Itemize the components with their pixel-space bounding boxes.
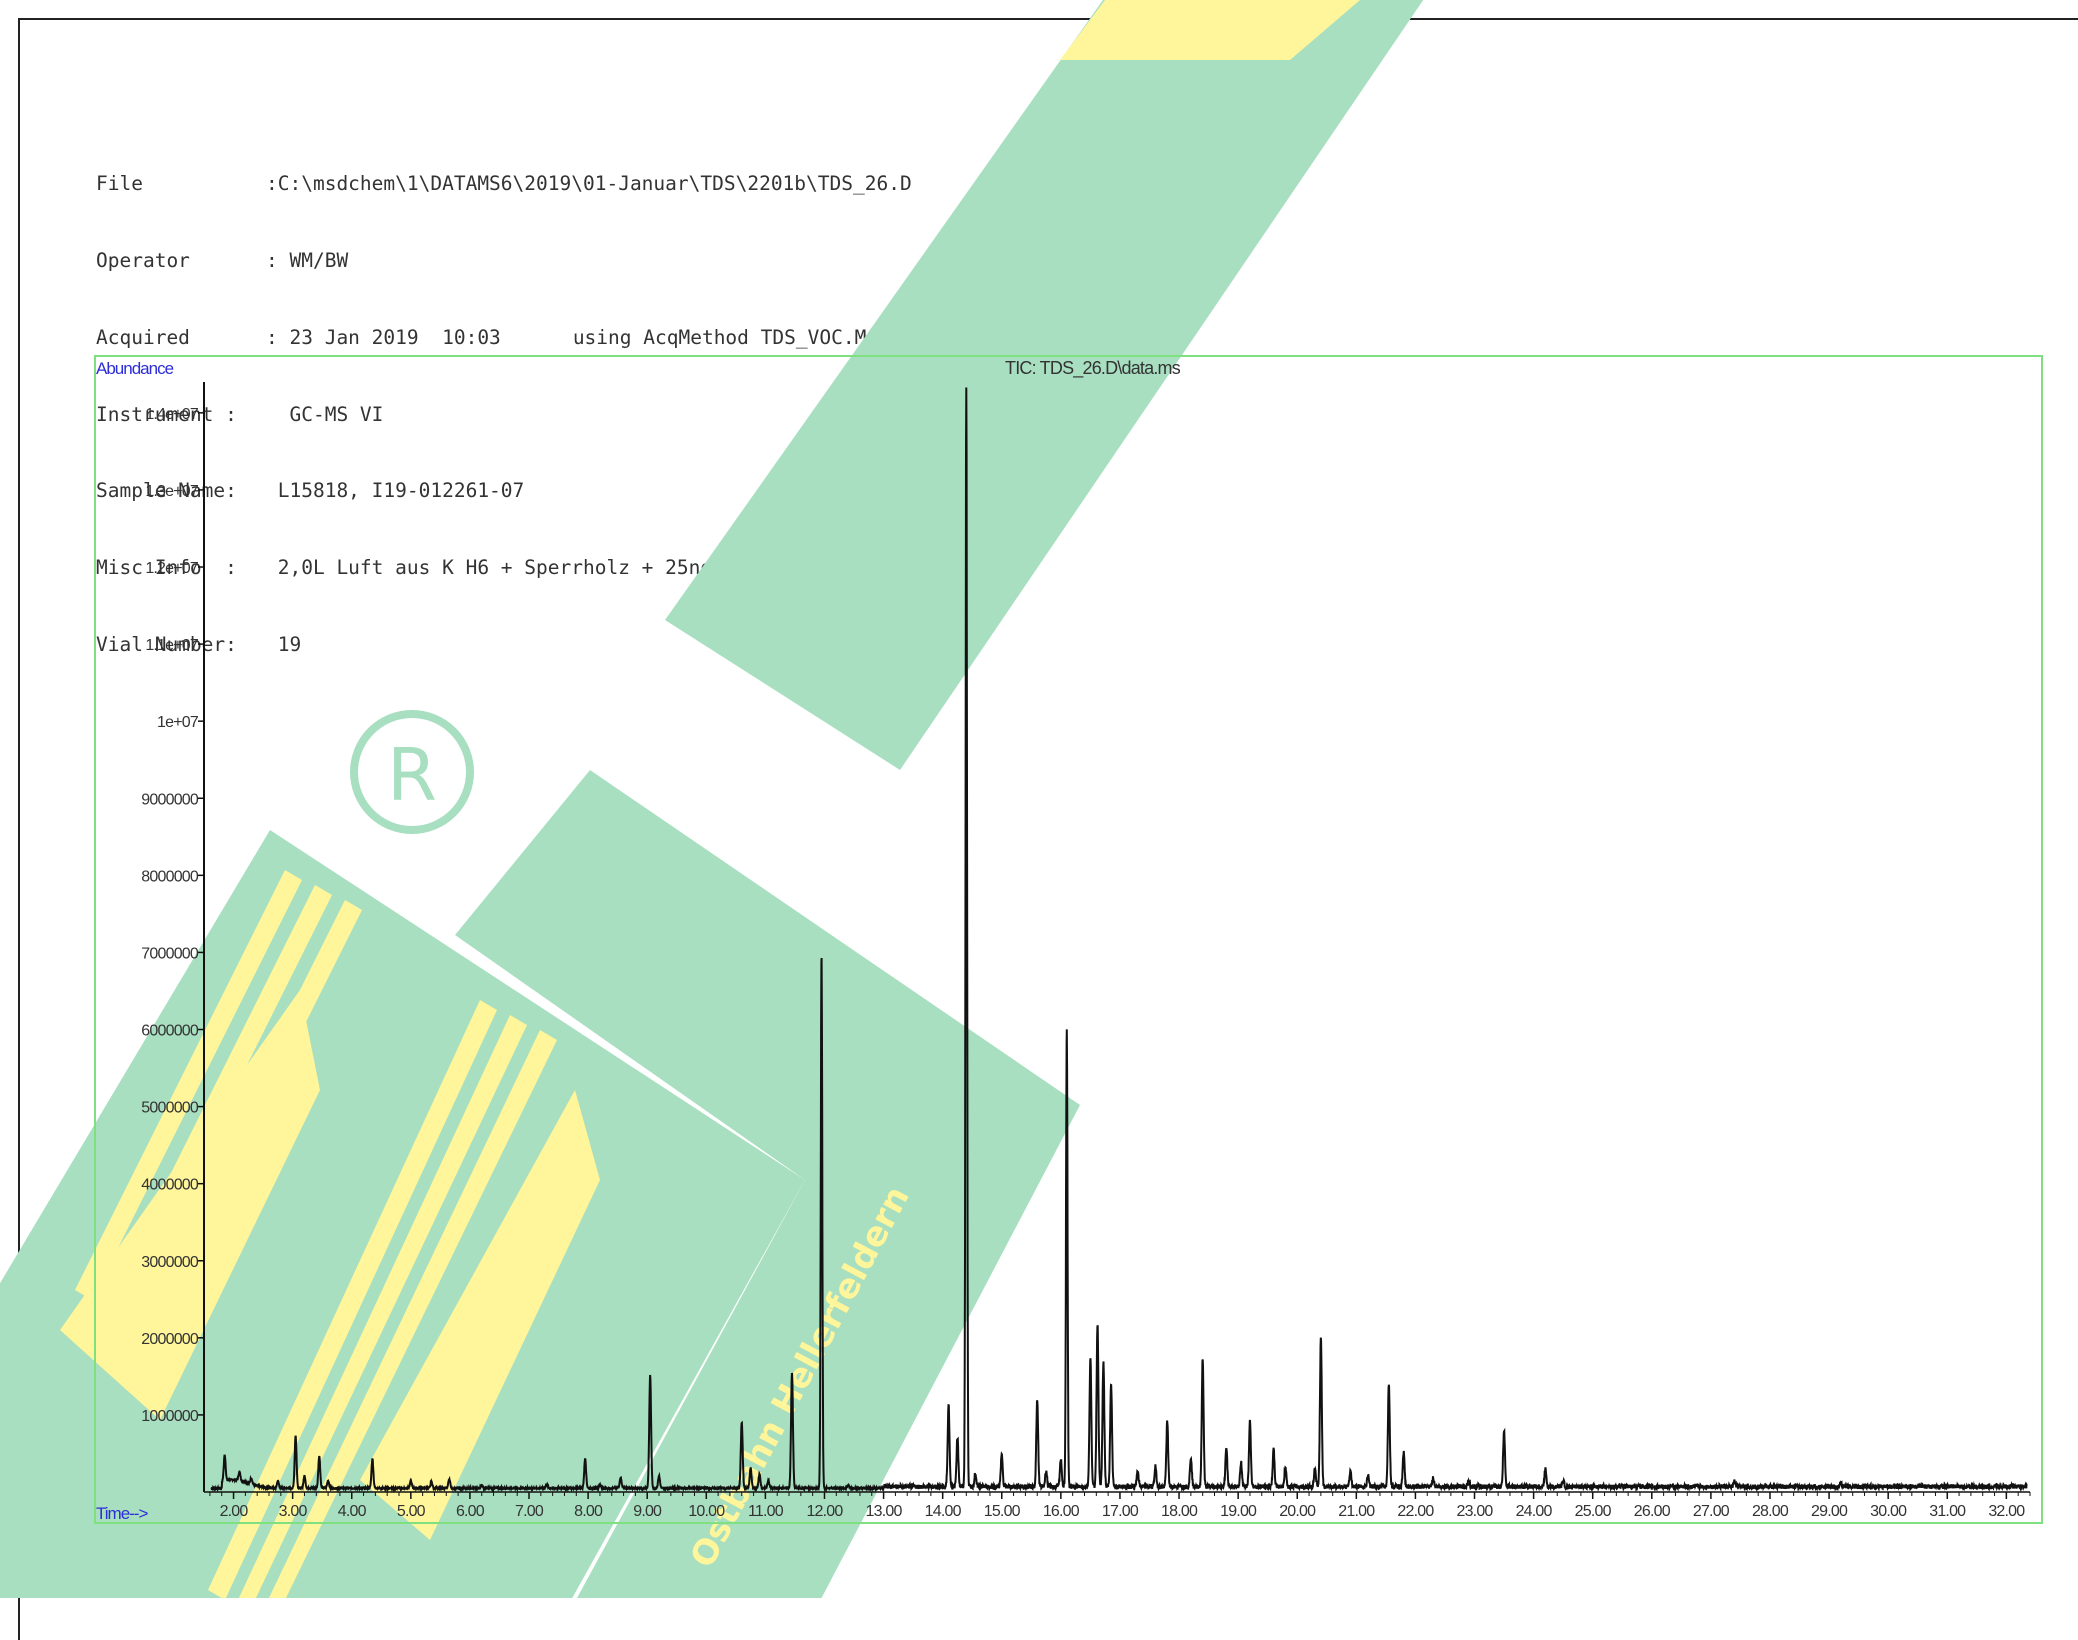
chromatogram-chart: R Ostbahn Hellerfeldern Abundance TIC: T… bbox=[0, 0, 2043, 1598]
x-tick-label: 30.00 bbox=[1870, 1503, 1907, 1520]
y-axis-label: Abundance bbox=[96, 359, 174, 378]
header-row-sample: Sample Name: L15818, I19-012261-07 bbox=[96, 478, 912, 504]
x-tick-label: 22.00 bbox=[1397, 1503, 1434, 1520]
y-tick-label: 7000000 bbox=[141, 945, 199, 962]
plot-frame bbox=[94, 355, 2043, 1524]
watermark-upper-band bbox=[665, 0, 1424, 770]
x-tick-label: 6.00 bbox=[456, 1503, 485, 1520]
instrument-value: GC-MS VI bbox=[266, 402, 384, 426]
sample-value: L15818, I19-012261-07 bbox=[266, 479, 525, 503]
watermark-stripe-2 bbox=[105, 885, 332, 1315]
y-tick-label: 2000000 bbox=[141, 1331, 199, 1348]
x-tick-label: 21.00 bbox=[1338, 1503, 1375, 1520]
x-tick-label: 31.00 bbox=[1929, 1503, 1966, 1520]
x-tick-label: 29.00 bbox=[1811, 1503, 1848, 1520]
x-tick-label: 3.00 bbox=[279, 1503, 308, 1520]
tic-trace-line bbox=[210, 387, 2028, 1493]
watermark-registered-letter: R bbox=[387, 733, 437, 817]
y-tick-label: 6000000 bbox=[141, 1023, 199, 1040]
x-tick-label: 10.00 bbox=[688, 1503, 725, 1520]
misc-label: Misc Info : bbox=[96, 556, 237, 580]
x-tick-label: 2.00 bbox=[220, 1503, 249, 1520]
x-tick-label: 25.00 bbox=[1575, 1503, 1612, 1520]
header-row-vial: Vial Number: 19 bbox=[96, 632, 912, 658]
x-tick-label: 11.00 bbox=[748, 1503, 784, 1520]
x-tick-label: 27.00 bbox=[1693, 1503, 1730, 1520]
x-tick-label: 9.00 bbox=[633, 1503, 662, 1520]
operator-value: : WM/BW bbox=[266, 248, 349, 272]
x-tick-label: 24.00 bbox=[1516, 1503, 1553, 1520]
x-tick-label: 14.00 bbox=[925, 1503, 962, 1520]
x-tick-label: 5.00 bbox=[397, 1503, 426, 1520]
x-axis-label: Time--> bbox=[96, 1504, 148, 1523]
header-row-instrument: Instrument : GC-MS VI bbox=[96, 402, 912, 428]
y-tick-label: 1e+07 bbox=[157, 714, 199, 731]
x-tick-label: 23.00 bbox=[1456, 1503, 1493, 1520]
file-header: File:C:\msdchem\1\DATAMS6\2019\01-Januar… bbox=[96, 120, 912, 683]
watermark-yellow-block-left bbox=[60, 990, 320, 1420]
y-tick-label: 1.2e+07 bbox=[145, 560, 199, 577]
y-tick-label: 1.4e+07 bbox=[145, 406, 199, 423]
watermark: R Ostbahn Hellerfeldern bbox=[0, 0, 1424, 1598]
acquired-label: Acquired bbox=[96, 325, 190, 349]
header-row-operator: Operator : WM/BW bbox=[96, 248, 912, 274]
y-tick-label: 3000000 bbox=[141, 1254, 199, 1271]
x-tick-label: 18.00 bbox=[1161, 1503, 1198, 1520]
x-tick-label: 32.00 bbox=[1988, 1503, 2025, 1520]
x-tick-label: 28.00 bbox=[1752, 1503, 1789, 1520]
x-tick-label: 7.00 bbox=[515, 1503, 544, 1520]
x-tick-label: 19.00 bbox=[1220, 1503, 1257, 1520]
y-tick-label: 5000000 bbox=[141, 1100, 199, 1117]
x-tick-label: 26.00 bbox=[1634, 1503, 1671, 1520]
watermark-lower-left-panel bbox=[0, 830, 805, 1598]
watermark-registered-mark bbox=[350, 710, 474, 834]
vial-value: 19 bbox=[266, 632, 302, 656]
watermark-lower-right-panel bbox=[455, 770, 1080, 1598]
watermark-yellow-block-right bbox=[360, 1090, 600, 1540]
x-tick-label: 13.00 bbox=[866, 1503, 903, 1520]
watermark-upper-yellow-block bbox=[1060, 0, 1360, 60]
y-tick-label: 9000000 bbox=[141, 791, 199, 808]
x-tick-label: 15.00 bbox=[984, 1503, 1021, 1520]
watermark-stripe-1 bbox=[75, 870, 302, 1300]
instrument-label: Instrument : bbox=[96, 402, 237, 426]
x-tick-label: 8.00 bbox=[574, 1503, 603, 1520]
x-tick-label: 12.00 bbox=[806, 1503, 843, 1520]
chart-title: TIC: TDS_26.D\data.ms bbox=[1005, 358, 1181, 379]
sample-label: Sample Name: bbox=[96, 479, 237, 503]
y-tick-label: 8000000 bbox=[141, 868, 199, 885]
x-tick-label: 20.00 bbox=[1279, 1503, 1316, 1520]
x-tick-label: 17.00 bbox=[1102, 1503, 1139, 1520]
y-tick-label: 1.1e+07 bbox=[145, 637, 199, 654]
y-tick-label: 1.3e+07 bbox=[145, 483, 199, 500]
operator-label: Operator bbox=[96, 248, 190, 272]
x-tick-label: 16.00 bbox=[1043, 1503, 1080, 1520]
y-tick-group: 1000000 2000000 3000000 4000000 5000000 60000… bbox=[141, 406, 204, 1425]
x-minor-tick-group bbox=[209, 1492, 2031, 1496]
vial-label: Vial Number: bbox=[96, 632, 237, 656]
y-tick-label: 4000000 bbox=[141, 1177, 199, 1194]
x-tick-label: 4.00 bbox=[338, 1503, 367, 1520]
x-tick-group: 2.00 3.00 4.00 5.00 6.00 7.00 8.00 9.00 10.00 11.… bbox=[220, 1492, 2026, 1520]
acquired-value: : 23 Jan 2019 10:03 bbox=[266, 325, 501, 349]
y-tick-label: 1000000 bbox=[141, 1408, 199, 1425]
file-label: File bbox=[96, 172, 143, 196]
